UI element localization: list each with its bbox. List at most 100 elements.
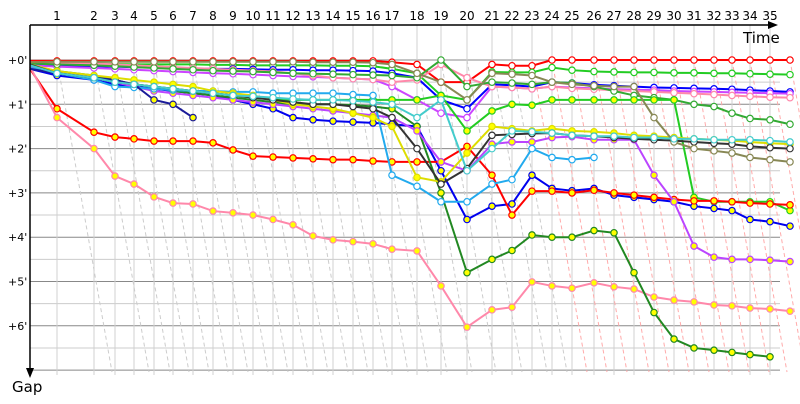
data-point	[413, 96, 421, 104]
data-point	[728, 255, 736, 264]
x-tick-label: 32	[706, 9, 721, 23]
y-tick-label: +0'	[8, 54, 27, 67]
data-point	[710, 147, 718, 155]
lap-guide-line	[749, 59, 800, 347]
data-point	[650, 171, 658, 179]
data-point	[650, 113, 658, 122]
data-point	[289, 154, 297, 162]
x-tick-label: 7	[189, 9, 197, 23]
data-point	[329, 236, 337, 244]
data-point	[548, 153, 556, 162]
data-point	[728, 109, 736, 117]
data-point	[690, 242, 698, 250]
lap-guide-line	[713, 59, 770, 373]
x-tick-label: 31	[686, 9, 701, 23]
data-point	[369, 71, 377, 79]
lap-guide-line	[693, 59, 750, 373]
data-point	[229, 146, 237, 154]
data-point	[728, 302, 736, 310]
data-point	[488, 69, 496, 78]
data-point	[463, 268, 471, 277]
data-point	[53, 69, 61, 78]
data-point	[53, 57, 61, 66]
data-point	[463, 113, 471, 122]
data-point	[309, 89, 317, 98]
data-point	[610, 132, 618, 140]
data-point	[548, 187, 556, 195]
data-point	[650, 293, 658, 301]
y-axis-arrow-icon	[26, 368, 34, 378]
data-point	[111, 133, 119, 141]
data-point	[488, 180, 496, 188]
data-point	[528, 80, 536, 89]
data-point	[413, 127, 421, 135]
data-point	[786, 144, 794, 153]
data-point	[249, 92, 257, 101]
data-point	[710, 301, 718, 309]
data-point	[111, 57, 119, 66]
data-point	[130, 135, 138, 143]
data-point	[766, 217, 774, 226]
data-point	[349, 90, 357, 99]
data-point	[650, 193, 658, 202]
lap-guide-line	[789, 59, 800, 120]
data-point	[150, 137, 158, 145]
data-point	[650, 96, 658, 104]
data-point	[437, 109, 445, 117]
data-point	[463, 166, 471, 175]
data-point	[488, 122, 496, 131]
data-point	[413, 144, 421, 153]
data-point	[766, 56, 774, 64]
data-point	[209, 57, 217, 66]
data-point	[369, 157, 377, 165]
data-point	[488, 306, 496, 314]
data-point	[150, 193, 158, 201]
data-point	[528, 138, 536, 146]
data-point	[229, 57, 237, 66]
data-point	[630, 285, 638, 293]
data-point	[130, 180, 138, 188]
data-point	[746, 350, 754, 359]
lap-guide-line	[531, 59, 588, 373]
data-point	[568, 96, 576, 104]
data-point	[169, 65, 177, 73]
data-point	[508, 138, 516, 146]
data-point	[437, 282, 445, 290]
data-point	[111, 78, 119, 86]
data-point	[528, 278, 536, 286]
data-point	[437, 78, 445, 86]
data-point	[437, 180, 445, 188]
data-point	[568, 284, 576, 292]
lap-guide-line	[292, 59, 349, 373]
x-tick-label: 8	[209, 9, 217, 23]
lap-guide-line	[731, 59, 788, 373]
data-point	[309, 232, 317, 240]
data-point	[488, 60, 496, 69]
data-point	[610, 283, 618, 291]
lap-guide-line	[192, 59, 249, 373]
axes: Time Gap	[12, 21, 780, 396]
data-point	[329, 70, 337, 78]
data-point	[528, 144, 536, 153]
data-point	[488, 144, 496, 153]
lap-guide-line	[312, 59, 369, 373]
data-point	[413, 182, 421, 191]
data-point	[508, 61, 516, 70]
data-point	[690, 144, 698, 153]
data-point	[610, 228, 618, 237]
lap-guide-line	[93, 59, 150, 373]
x-tick-label: 10	[245, 9, 260, 23]
data-point	[209, 89, 217, 98]
data-point	[413, 69, 421, 78]
data-point	[690, 197, 698, 205]
lap-guide-line	[172, 59, 229, 373]
data-point	[728, 348, 736, 357]
data-point	[590, 81, 598, 90]
data-point	[329, 117, 337, 125]
data-point	[670, 56, 678, 64]
data-point	[508, 70, 516, 78]
data-point	[568, 189, 576, 197]
data-point	[630, 268, 638, 277]
data-point	[309, 154, 317, 163]
data-point	[463, 197, 471, 206]
